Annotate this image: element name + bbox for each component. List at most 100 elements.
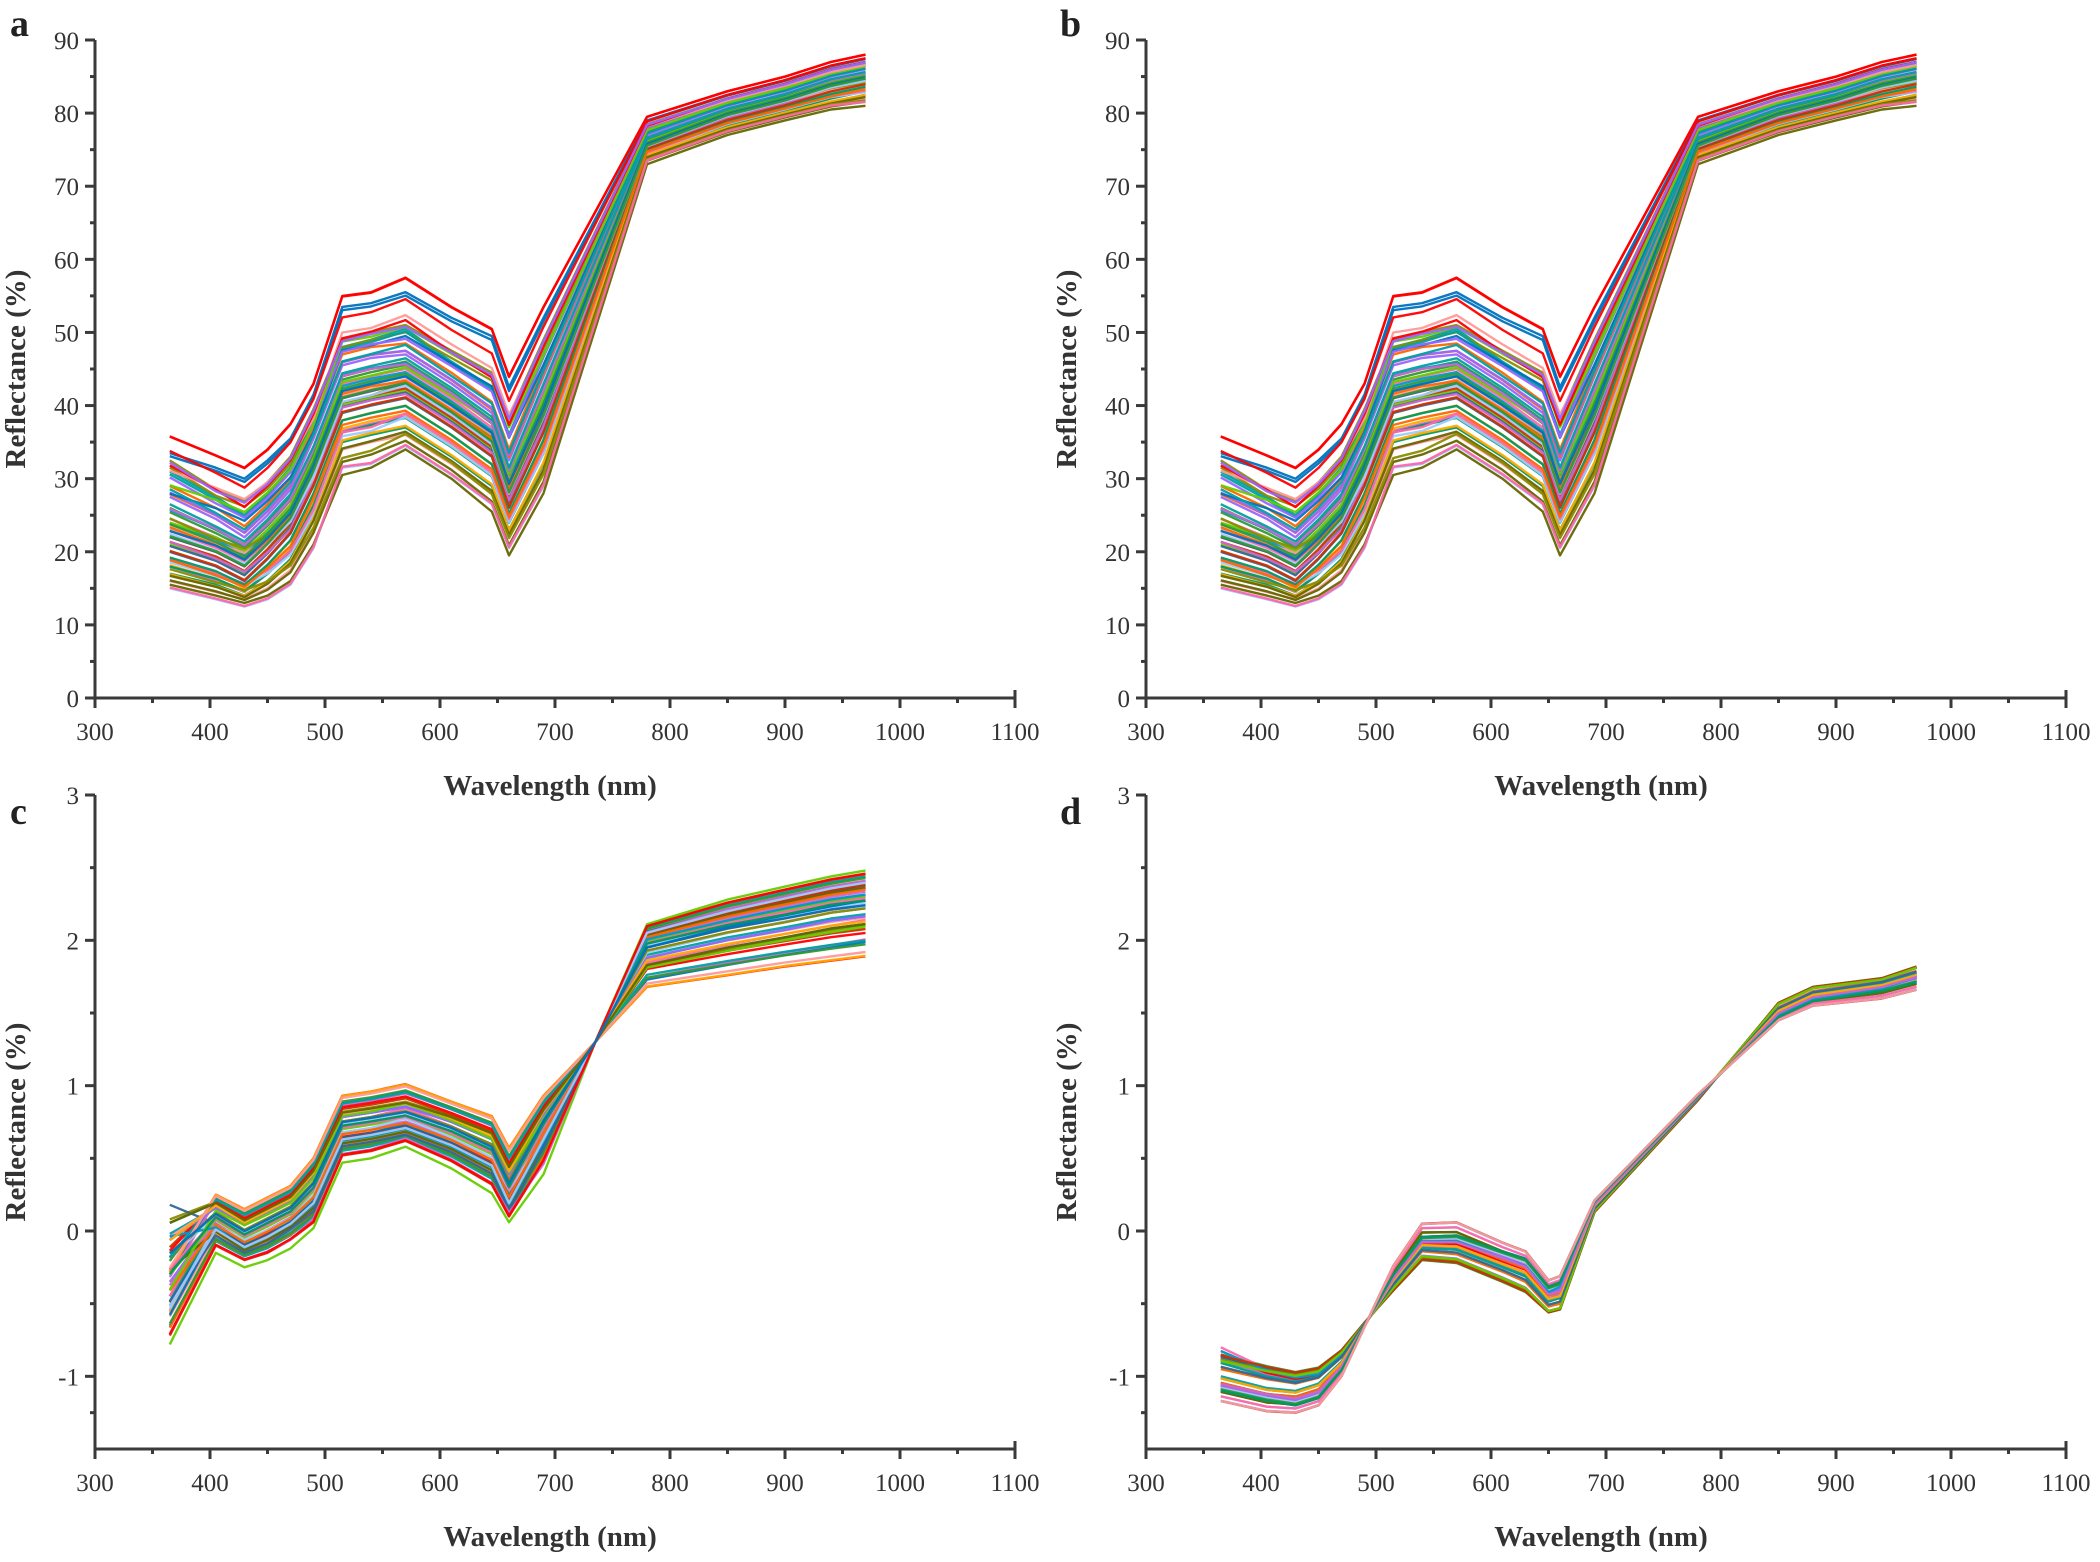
series-line (1220, 981, 1917, 1407)
series-line (1220, 66, 1917, 531)
y-tick-label: 30 (54, 467, 79, 494)
series-line (1220, 977, 1917, 1403)
series-line (168, 886, 866, 1329)
series-line (1220, 981, 1917, 1407)
series-line (169, 89, 866, 585)
x-tick-label: 500 (1357, 1470, 1395, 1497)
y-tick-label: 80 (1105, 101, 1130, 128)
series-line (169, 886, 866, 1271)
series-line (1220, 981, 1917, 1407)
series-line (1220, 965, 1917, 1374)
y-axis-title: Reflectance (%) (1051, 1023, 1083, 1222)
series-line (1220, 977, 1917, 1403)
series-line (169, 85, 866, 586)
x-tick-label: 800 (1702, 1470, 1740, 1497)
x-tick-label: 600 (421, 1470, 459, 1497)
series-line (1220, 973, 1917, 1382)
y-axis-title: Reflectance (%) (0, 1023, 32, 1222)
series-line (1220, 973, 1917, 1394)
series-line (1220, 966, 1917, 1377)
x-tick-label: 400 (191, 1470, 229, 1497)
series-line (169, 904, 866, 1255)
x-axis-title: Wavelength (nm) (443, 770, 656, 802)
series-line (1220, 974, 1917, 1381)
y-tick-label: 0 (67, 686, 80, 713)
series-line (1220, 965, 1917, 1374)
series-line (169, 922, 866, 1225)
y-tick-label: 50 (54, 320, 79, 347)
y-axis-title: Reflectance (%) (1051, 270, 1083, 469)
series-line (1220, 971, 1917, 1383)
series-line (168, 925, 866, 1291)
x-tick-label: 600 (1472, 719, 1510, 746)
x-tick-label: 1100 (990, 719, 1039, 746)
x-tick-label: 500 (306, 1470, 344, 1497)
series-line (1220, 982, 1917, 1406)
series-group (169, 53, 866, 608)
x-axis-title: Wavelength (nm) (1494, 1521, 1707, 1553)
y-tick-label: 40 (1105, 394, 1130, 421)
y-tick-label: 90 (54, 28, 79, 55)
x-tick-label: 1100 (2041, 719, 2090, 746)
series-line (1220, 53, 1917, 470)
series-line (169, 95, 866, 599)
series-group (1220, 53, 1917, 608)
series-line (1220, 966, 1917, 1376)
x-tick-label: 700 (536, 1470, 574, 1497)
series-line (169, 75, 866, 558)
y-tick-label: -1 (1109, 1364, 1130, 1391)
panel-d: d -1 0 1 2 3 300 400 500 600 700 800 900 1000 1100 Wave… (1051, 783, 2091, 1553)
y-tick-label: -1 (58, 1364, 79, 1391)
series-group (1220, 965, 1917, 1414)
series-line (1220, 965, 1917, 1375)
y-tick-label: 3 (1118, 783, 1131, 810)
y-tick-label: 3 (67, 783, 80, 810)
series-line (168, 940, 866, 1276)
series-line (1220, 89, 1917, 585)
series-line (168, 950, 866, 1269)
y-tick-label: 30 (1105, 467, 1130, 494)
series-line (1220, 975, 1917, 1400)
series-line (168, 955, 866, 1273)
y-tick-label: 20 (54, 540, 79, 567)
series-line (1220, 63, 1917, 501)
y-tick-label: 0 (1118, 1219, 1131, 1246)
series-line (1220, 972, 1917, 1393)
series-line (1220, 82, 1917, 573)
series-line (1220, 104, 1917, 605)
x-axis-title: Wavelength (nm) (443, 1521, 656, 1553)
series-line (1220, 976, 1917, 1398)
y-tick-label: 20 (1105, 540, 1130, 567)
series-line (169, 61, 866, 504)
y-tick-label: 2 (67, 928, 80, 955)
x-tick-label: 800 (651, 719, 689, 746)
series-line (169, 83, 866, 582)
series-line (1220, 85, 1917, 586)
series-line (1220, 70, 1917, 543)
x-tick-label: 300 (1127, 1470, 1165, 1497)
series-line (168, 899, 866, 1275)
y-tick-label: 1 (1118, 1074, 1131, 1101)
series-line (1220, 985, 1917, 1410)
x-tick-label: 400 (1242, 719, 1280, 746)
series-line (1220, 974, 1917, 1381)
series-line (1220, 976, 1917, 1402)
x-tick-label: 1000 (1926, 1470, 1976, 1497)
series-line (1220, 988, 1917, 1414)
y-tick-label: 10 (1105, 613, 1130, 640)
series-line (168, 939, 866, 1259)
series-group (168, 869, 866, 1345)
series-line (1220, 982, 1917, 1406)
series-line (168, 888, 866, 1292)
series-line (1220, 973, 1917, 1394)
panel-letter: d (1060, 791, 1081, 833)
x-tick-label: 800 (1702, 719, 1740, 746)
series-line (169, 57, 866, 489)
x-tick-label: 300 (76, 719, 114, 746)
x-tick-label: 300 (76, 1470, 114, 1497)
series-line (168, 869, 866, 1345)
x-tick-label: 600 (1472, 1470, 1510, 1497)
series-line (1220, 966, 1917, 1376)
series-line (168, 881, 866, 1307)
series-line (1220, 980, 1917, 1405)
